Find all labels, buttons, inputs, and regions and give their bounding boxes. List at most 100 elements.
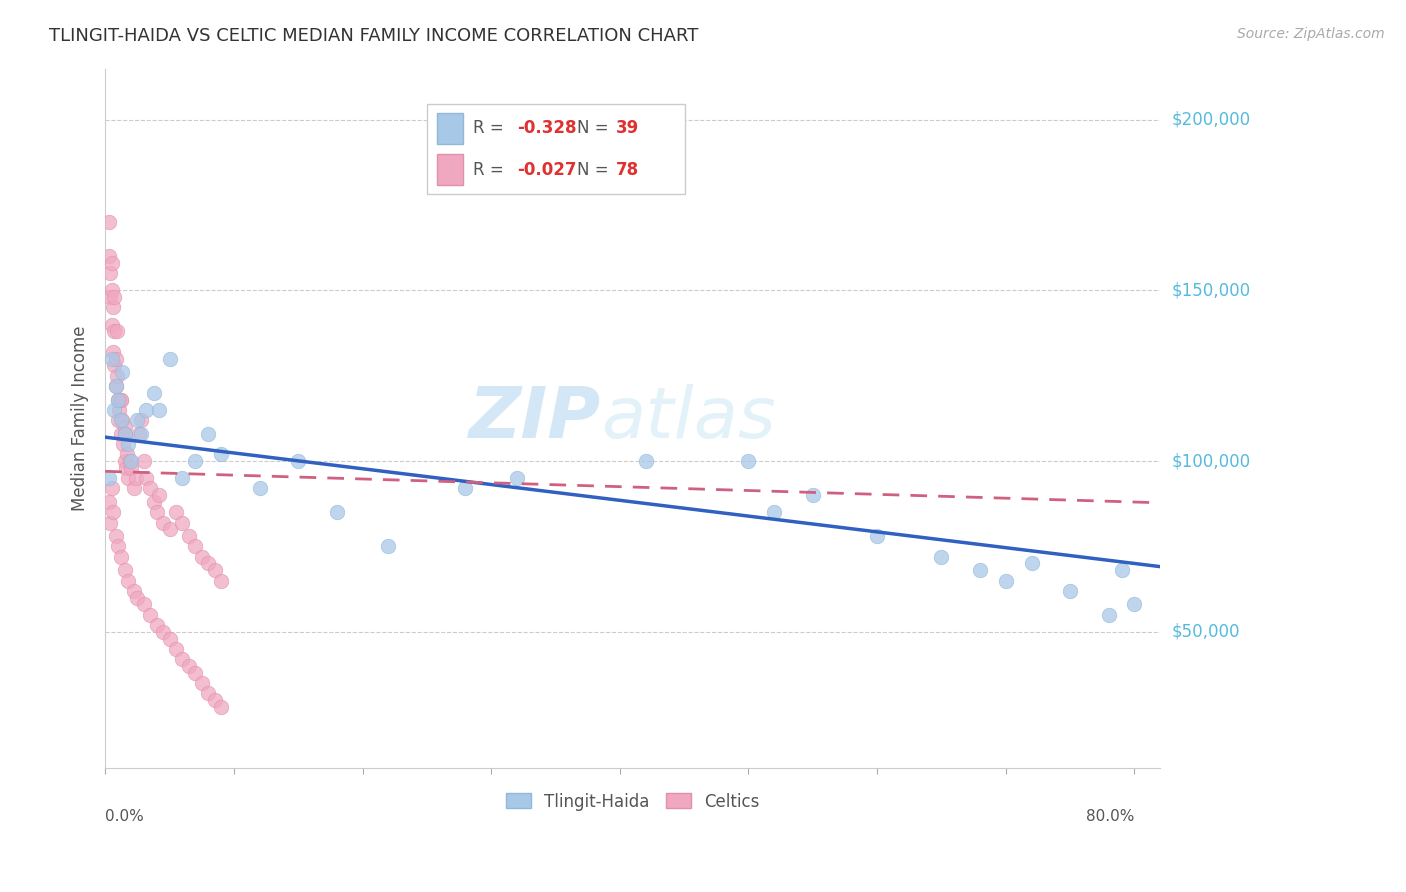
- Text: atlas: atlas: [600, 384, 776, 453]
- Point: [145, 618, 167, 632]
- Point: [1111, 563, 1133, 577]
- Point: [98, 495, 121, 509]
- Point: [101, 505, 124, 519]
- Point: [100, 318, 122, 332]
- Point: [111, 365, 134, 379]
- Point: [104, 379, 127, 393]
- Point: [117, 437, 139, 451]
- Point: [184, 665, 207, 680]
- Point: [969, 563, 991, 577]
- Point: [98, 249, 121, 263]
- Point: [103, 359, 125, 373]
- Point: [110, 413, 132, 427]
- Point: [103, 402, 125, 417]
- Point: [197, 557, 219, 571]
- Point: [139, 607, 162, 622]
- Point: [103, 324, 125, 338]
- Point: [287, 454, 309, 468]
- Y-axis label: Median Family Income: Median Family Income: [72, 326, 89, 511]
- Point: [143, 385, 166, 400]
- Point: [98, 516, 121, 530]
- Point: [111, 413, 134, 427]
- Point: [866, 529, 889, 543]
- Point: [931, 549, 953, 564]
- Point: [190, 549, 212, 564]
- Point: [148, 488, 170, 502]
- Point: [103, 290, 125, 304]
- Point: [172, 652, 194, 666]
- Point: [184, 540, 207, 554]
- Point: [122, 482, 145, 496]
- Point: [101, 344, 124, 359]
- Point: [377, 540, 399, 554]
- Point: [117, 471, 139, 485]
- Point: [209, 699, 232, 714]
- Point: [1123, 598, 1146, 612]
- Point: [801, 488, 824, 502]
- Point: [159, 632, 181, 646]
- Point: [127, 591, 149, 605]
- Point: [145, 505, 167, 519]
- Point: [737, 454, 759, 468]
- Point: [204, 693, 226, 707]
- Text: TLINGIT-HAIDA VS CELTIC MEDIAN FAMILY INCOME CORRELATION CHART: TLINGIT-HAIDA VS CELTIC MEDIAN FAMILY IN…: [49, 27, 699, 45]
- Point: [634, 454, 657, 468]
- Point: [135, 471, 157, 485]
- Point: [165, 641, 187, 656]
- Point: [98, 290, 121, 304]
- Point: [120, 454, 142, 468]
- Point: [101, 301, 124, 315]
- Point: [107, 413, 129, 427]
- Point: [249, 482, 271, 496]
- Point: [104, 529, 127, 543]
- Point: [148, 402, 170, 417]
- Point: [165, 505, 187, 519]
- Point: [152, 516, 174, 530]
- Point: [132, 454, 155, 468]
- Point: [100, 284, 122, 298]
- Point: [159, 522, 181, 536]
- Point: [132, 598, 155, 612]
- Point: [209, 447, 232, 461]
- Point: [112, 437, 135, 451]
- Point: [172, 471, 194, 485]
- Text: $100,000: $100,000: [1171, 452, 1250, 470]
- Point: [100, 351, 122, 366]
- Point: [110, 392, 132, 407]
- Point: [110, 392, 132, 407]
- Point: [127, 413, 149, 427]
- Point: [107, 392, 129, 407]
- Text: 0.0%: 0.0%: [105, 809, 143, 824]
- Point: [118, 454, 141, 468]
- Point: [326, 505, 349, 519]
- Point: [177, 658, 200, 673]
- Point: [197, 686, 219, 700]
- Point: [172, 516, 194, 530]
- Point: [107, 392, 129, 407]
- Point: [454, 482, 477, 496]
- Point: [114, 454, 136, 468]
- Point: [143, 495, 166, 509]
- Point: [110, 549, 132, 564]
- Point: [104, 351, 127, 366]
- Point: [105, 324, 128, 338]
- Point: [506, 471, 529, 485]
- Point: [98, 266, 121, 280]
- Point: [1098, 607, 1121, 622]
- Text: $150,000: $150,000: [1171, 281, 1250, 300]
- Point: [114, 461, 136, 475]
- Point: [108, 402, 131, 417]
- Point: [98, 215, 121, 229]
- Point: [184, 454, 207, 468]
- Point: [139, 482, 162, 496]
- Text: ZIP: ZIP: [468, 384, 600, 453]
- Point: [204, 563, 226, 577]
- Point: [114, 426, 136, 441]
- Point: [100, 482, 122, 496]
- Point: [98, 471, 121, 485]
- Point: [129, 426, 152, 441]
- Point: [107, 540, 129, 554]
- Text: $50,000: $50,000: [1171, 623, 1240, 640]
- Point: [135, 402, 157, 417]
- Text: $200,000: $200,000: [1171, 111, 1250, 128]
